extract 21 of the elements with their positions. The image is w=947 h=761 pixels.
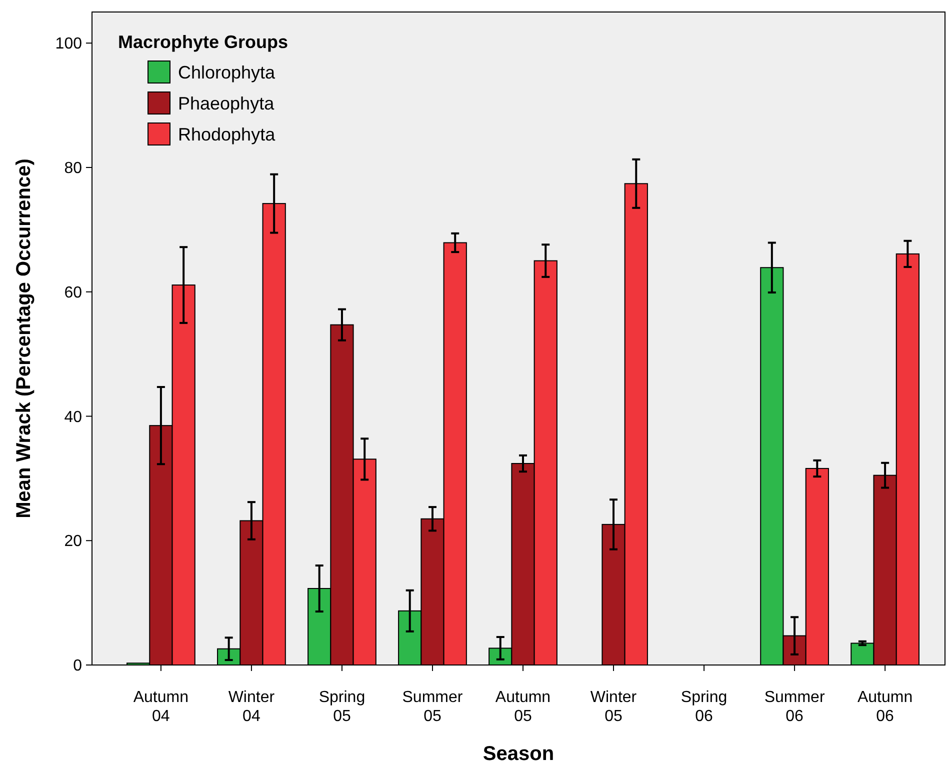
x-tick-label: Spring 06 <box>680 689 728 725</box>
y-tick-label: 0 <box>73 658 82 675</box>
y-tick-label: 80 <box>64 160 82 178</box>
x-tick-label: Autumn 05 <box>495 689 551 725</box>
x-tick-label: Spring 05 <box>318 689 366 725</box>
legend-label: Phaeophyta <box>178 93 276 114</box>
x-tick-label: Autumn 04 <box>133 689 189 725</box>
x-tick-label: Summer 06 <box>764 689 826 725</box>
x-tick-label: Autumn 06 <box>857 689 913 725</box>
x-tick-label: Summer 05 <box>402 689 464 725</box>
x-tick-label: Winter 04 <box>228 689 276 725</box>
x-tick-label: Winter 05 <box>590 689 638 725</box>
y-tick-label: 20 <box>64 533 82 550</box>
y-axis-title: Mean Wrack (Percentage Occurrence) <box>13 158 35 518</box>
legend-label: Rhodophyta <box>178 124 276 144</box>
legend-title: Macrophyte Groups <box>118 32 288 52</box>
legend-label: Chlorophyta <box>178 62 276 82</box>
x-axis-title: Season <box>482 743 554 761</box>
y-tick-label: 100 <box>55 36 82 53</box>
y-tick-label: 60 <box>64 284 82 302</box>
y-tick-label: 40 <box>64 408 82 426</box>
